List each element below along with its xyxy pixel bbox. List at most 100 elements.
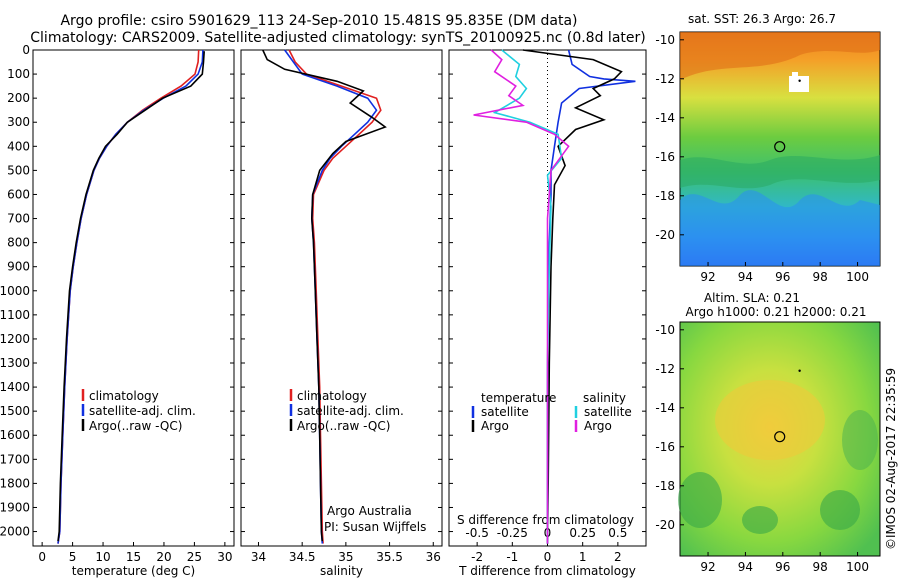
title-line2: Climatology: CARS2009. Satellite-adjuste… [30, 30, 645, 46]
map-y-tick-label: -14 [655, 401, 675, 415]
y-tick-label: 1300 [0, 356, 30, 370]
x-tick-label: 36 [426, 550, 441, 564]
y-tick-label: 1100 [0, 308, 30, 322]
series-line [522, 49, 623, 544]
top-axis-label: S difference from climatology [457, 513, 634, 527]
x-tick-label: 5 [69, 550, 77, 564]
legend-label: climatology [89, 389, 159, 403]
map-x-tick-label: 94 [738, 560, 753, 574]
x-tick-label: 35.5 [376, 550, 403, 564]
series-line [288, 49, 382, 544]
map-x-tick-label: 98 [813, 560, 828, 574]
x-axis-label: temperature (deg C) [72, 564, 195, 578]
y-tick-label: 2000 [0, 525, 30, 539]
float-track-dot [798, 369, 801, 372]
salinity-panel: 34 34.5 35 35.5 36 salinity climatologysatelli… [240, 49, 443, 578]
y-tick-label: 1400 [0, 380, 30, 394]
map-y-tick-label: -20 [655, 228, 675, 242]
map-y-tick-label: -18 [655, 479, 675, 493]
map-x-tick-label: 100 [846, 560, 869, 574]
top-tick-label: 0.25 [569, 526, 596, 540]
argo-position-marker [774, 431, 786, 443]
x-tick-label: 34 [251, 550, 266, 564]
temperature-panel: 0 5 10 15 20 25 300100200300400500600700800900… [0, 43, 235, 578]
annotation-line2: PI: Susan Wijffels [324, 520, 426, 534]
legend-label: Argo(..raw -QC) [89, 419, 182, 433]
x-tick-label: 34.5 [289, 550, 316, 564]
y-tick-label: 1200 [0, 332, 30, 346]
y-tick-label: 800 [7, 236, 30, 250]
legend-label: satellite-adj. clim. [297, 404, 404, 418]
x-tick-label: 1 [579, 550, 587, 564]
legend-label: Argo(..raw -QC) [297, 419, 390, 433]
map-y-tick-label: -16 [655, 150, 675, 164]
sst-warm-region [680, 32, 880, 80]
map-y-tick-label: -14 [655, 111, 675, 125]
x-tick-label: 25 [187, 550, 202, 564]
y-tick-label: 1500 [0, 404, 30, 418]
x-tick-label: 35 [338, 550, 353, 564]
map-x-tick-label: 96 [775, 270, 790, 284]
legend-label: satellite [481, 405, 529, 419]
top-tick-label: 0.5 [608, 526, 627, 540]
y-tick-label: 600 [7, 187, 30, 201]
y-tick-label: 900 [7, 260, 30, 274]
x-axis-label: salinity [320, 564, 363, 578]
series-line [262, 49, 387, 542]
y-tick-label: 100 [7, 67, 30, 81]
x-tick-label: 10 [95, 550, 110, 564]
sst-front-band [680, 155, 880, 189]
x-axis-label: T difference from climatology [458, 564, 636, 578]
sla-title-line1: Altim. SLA: 0.21 [704, 291, 800, 305]
float-track-dot [798, 79, 801, 82]
sla-low-region [678, 472, 722, 528]
sst-map-title: sat. SST: 26.3 Argo: 26.7 [688, 12, 836, 26]
sla-low-region [742, 506, 778, 534]
map-y-tick-label: -20 [655, 518, 675, 532]
y-tick-label: 1800 [0, 476, 30, 490]
sst-map-panel: sat. SST: 26.3 Argo: 26.7 92 94 96 98 100 -10… [655, 12, 881, 284]
top-tick-label: -0.5 [465, 526, 488, 540]
x-tick-label: 0 [38, 550, 46, 564]
x-tick-label: -1 [506, 550, 518, 564]
map-x-tick-label: 92 [700, 270, 715, 284]
legend-label: satellite [584, 405, 632, 419]
y-tick-label: 700 [7, 212, 30, 226]
legend-label: Argo [481, 419, 509, 433]
x-tick-label: 0 [544, 550, 552, 564]
x-tick-label: 15 [126, 550, 141, 564]
y-tick-label: 1600 [0, 428, 30, 442]
y-tick-label: 400 [7, 139, 30, 153]
map-x-tick-label: 92 [700, 560, 715, 574]
top-tick-label: -0.25 [497, 526, 528, 540]
legend-label: Argo [584, 419, 612, 433]
legend-header-temperature: temperature [481, 391, 556, 405]
x-tick-label: 2 [614, 550, 622, 564]
map-y-tick-label: -18 [655, 189, 675, 203]
sst-missing-data-patch [792, 72, 798, 78]
sla-high-region [715, 380, 825, 460]
difference-panel: -2 -1 0 1 2T difference from climatology -0.5… [448, 49, 647, 578]
y-tick-label: 1000 [0, 284, 30, 298]
y-tick-label: 1700 [0, 452, 30, 466]
y-tick-label: 200 [7, 91, 30, 105]
sla-title-line2: Argo h1000: 0.21 h2000: 0.21 [686, 305, 867, 319]
y-tick-label: 500 [7, 163, 30, 177]
map-x-tick-label: 98 [813, 270, 828, 284]
x-tick-label: 30 [217, 550, 232, 564]
series-line [473, 49, 570, 544]
sst-missing-data-patch [789, 76, 809, 92]
title-line1: Argo profile: csiro 5901629_113 24-Sep-2… [60, 13, 577, 29]
map-y-tick-label: -10 [655, 323, 675, 337]
sla-low-region [820, 490, 860, 530]
map-y-tick-label: -12 [655, 362, 675, 376]
map-x-tick-label: 96 [775, 560, 790, 574]
sla-low-region [842, 410, 878, 470]
footer-stamp: ©IMOS 02-Aug-2017 22:35:59 [884, 368, 898, 550]
sla-map-panel: Altim. SLA: 0.21 Argo h1000: 0.21 h2000:… [655, 291, 881, 574]
map-y-tick-label: -16 [655, 440, 675, 454]
map-y-tick-label: -10 [655, 33, 675, 47]
legend-header-salinity: salinity [583, 391, 626, 405]
y-tick-label: 1900 [0, 500, 30, 514]
